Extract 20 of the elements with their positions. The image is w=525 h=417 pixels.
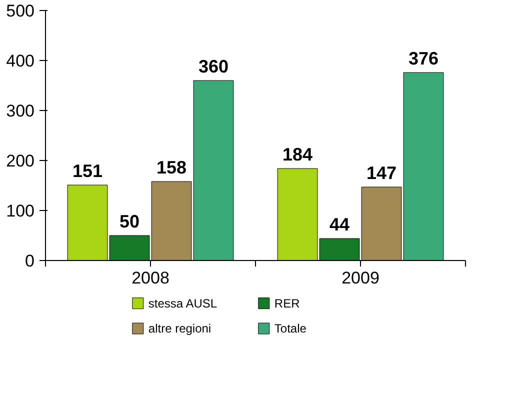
legend-label: RER <box>274 296 300 310</box>
data-label: 376 <box>408 48 439 68</box>
data-label: 50 <box>119 212 140 232</box>
x-tick-label: 2008 <box>132 268 170 288</box>
legend-label: stessa AUSL <box>148 296 218 310</box>
y-tick-label: 300 <box>6 102 35 120</box>
y-tick-label: 0 <box>25 252 35 270</box>
data-label: 147 <box>366 163 397 183</box>
data-label: 184 <box>282 144 313 164</box>
y-tick-label: 500 <box>6 2 35 20</box>
data-label: 158 <box>156 158 187 178</box>
x-tick-label: 2009 <box>342 268 380 288</box>
legend-label: altre regioni <box>148 322 212 336</box>
data-label: 360 <box>198 56 229 76</box>
data-label: 151 <box>72 161 103 181</box>
data-label: 44 <box>329 214 350 234</box>
y-tick-label: 200 <box>6 152 35 170</box>
y-tick-label: 100 <box>6 202 35 220</box>
legend-label: Totale <box>274 322 307 336</box>
y-tick-label: 400 <box>6 52 35 70</box>
